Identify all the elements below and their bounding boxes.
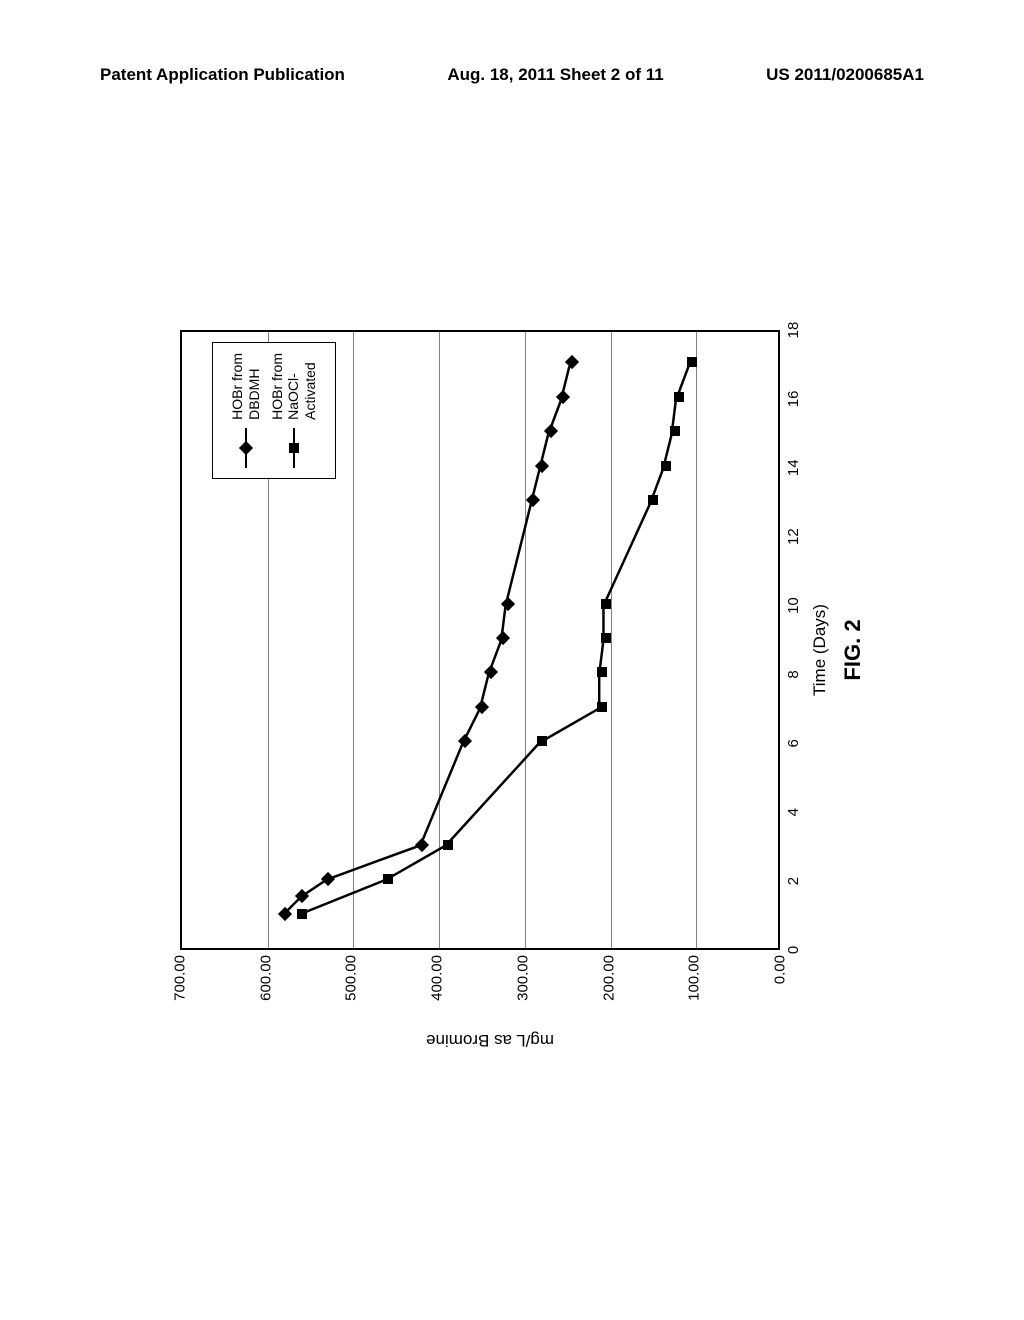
diamond-icon xyxy=(239,441,253,455)
gridline xyxy=(696,332,697,948)
chart-container: 0.00 100.00 200.00 300.00 400.00 500.00 600.00… xyxy=(160,270,860,1030)
diamond-marker xyxy=(556,390,570,404)
x-tick-label: 8 xyxy=(785,670,802,678)
legend-label: HOBr fromDBDMH xyxy=(229,353,263,420)
x-tick-label: 18 xyxy=(785,322,802,339)
x-tick-label: 2 xyxy=(785,877,802,885)
square-marker xyxy=(597,702,607,712)
diamond-marker xyxy=(496,631,510,645)
x-tick-label: 4 xyxy=(785,808,802,816)
square-marker xyxy=(687,357,697,367)
square-marker xyxy=(670,426,680,436)
x-tick-label: 16 xyxy=(785,391,802,408)
y-axis-label: mg/L as Bromine xyxy=(426,1030,554,1050)
square-marker xyxy=(601,633,611,643)
square-marker xyxy=(443,840,453,850)
square-marker xyxy=(597,667,607,677)
square-marker xyxy=(648,495,658,505)
x-tick-label: 10 xyxy=(785,597,802,614)
diamond-marker xyxy=(475,700,489,714)
diamond-marker xyxy=(543,424,557,438)
square-marker xyxy=(297,909,307,919)
diamond-marker xyxy=(278,906,292,920)
legend-label: HOBr fromNaOCl-Activated xyxy=(269,353,319,420)
gridline xyxy=(525,332,526,948)
gridline xyxy=(439,332,440,948)
diamond-marker xyxy=(415,838,429,852)
plot-area: HOBr fromDBDMHHOBr fromNaOCl-Activated xyxy=(180,330,780,950)
diamond-marker xyxy=(526,493,540,507)
header-center: Aug. 18, 2011 Sheet 2 of 11 xyxy=(447,65,663,85)
diamond-marker xyxy=(501,596,515,610)
diamond-marker xyxy=(458,734,472,748)
diamond-marker xyxy=(483,665,497,679)
legend-item: HOBr fromDBDMH xyxy=(229,353,263,468)
header-right: US 2011/0200685A1 xyxy=(766,65,924,85)
square-marker xyxy=(674,392,684,402)
square-marker xyxy=(383,874,393,884)
series-line xyxy=(301,366,688,914)
figure-label: FIG. 2 xyxy=(840,619,866,680)
legend-item: HOBr fromNaOCl-Activated xyxy=(269,353,319,468)
square-marker xyxy=(601,599,611,609)
square-marker xyxy=(661,461,671,471)
diamond-marker xyxy=(295,889,309,903)
y-tick-label: 300.00 xyxy=(514,955,531,1025)
chart-legend: HOBr fromDBDMHHOBr fromNaOCl-Activated xyxy=(212,342,336,479)
x-axis-label: Time (Days) xyxy=(810,604,830,696)
y-tick-label: 100.00 xyxy=(686,955,703,1025)
legend-marker xyxy=(287,428,301,468)
diamond-marker xyxy=(321,872,335,886)
gridline xyxy=(353,332,354,948)
x-tick-label: 6 xyxy=(785,739,802,747)
page-header: Patent Application Publication Aug. 18, … xyxy=(0,65,1024,85)
x-tick-label: 12 xyxy=(785,528,802,545)
diamond-marker xyxy=(535,459,549,473)
y-tick-label: 500.00 xyxy=(343,955,360,1025)
x-tick-label: 0 xyxy=(785,946,802,954)
y-tick-label: 600.00 xyxy=(257,955,274,1025)
square-marker xyxy=(537,736,547,746)
square-icon xyxy=(289,443,299,453)
y-tick-label: 0.00 xyxy=(772,955,789,1025)
diamond-marker xyxy=(565,355,579,369)
y-tick-label: 700.00 xyxy=(172,955,189,1025)
y-tick-label: 200.00 xyxy=(600,955,617,1025)
header-left: Patent Application Publication xyxy=(100,65,345,85)
x-tick-label: 14 xyxy=(785,459,802,476)
legend-marker xyxy=(239,428,253,468)
y-tick-label: 400.00 xyxy=(429,955,446,1025)
